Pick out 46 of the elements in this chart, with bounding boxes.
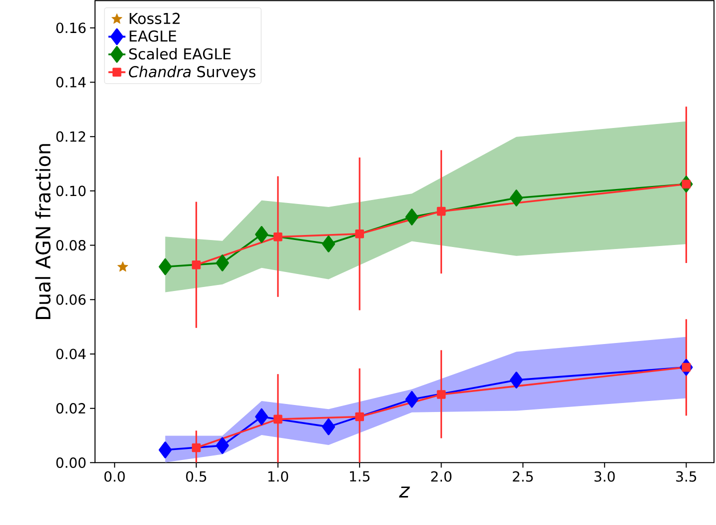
point <box>158 258 172 276</box>
y-tick-label: 0.12 <box>56 131 86 142</box>
y-tick-label: 0.02 <box>56 403 86 414</box>
y-tick-label: 0.16 <box>56 22 86 34</box>
point <box>682 362 691 372</box>
x-axis-title: z <box>399 486 410 498</box>
point <box>216 254 229 272</box>
point <box>355 412 364 422</box>
point <box>255 408 268 426</box>
point <box>322 418 336 436</box>
x-tick-label: 2.0 <box>431 471 452 482</box>
legend-label: Scaled EAGLE <box>129 48 231 60</box>
point <box>117 261 128 272</box>
point <box>216 437 229 454</box>
point <box>436 390 446 399</box>
point <box>192 260 201 270</box>
x-tick-label: 3.5 <box>676 471 696 482</box>
point <box>436 206 446 216</box>
x-tick-label: 1.5 <box>350 471 370 482</box>
y-tick-label: 0.14 <box>56 76 86 88</box>
point <box>158 442 172 458</box>
x-tick-label: 2.5 <box>512 471 533 482</box>
legend-label: Koss12 <box>130 12 180 24</box>
y-axis-title: Dual AGN fraction <box>35 144 51 320</box>
point <box>355 229 364 238</box>
x-tick-label: 0.0 <box>104 471 125 482</box>
x-tick-label: 0.5 <box>186 471 206 482</box>
point <box>322 236 336 252</box>
point <box>405 390 418 408</box>
legend-label: Chandra Surveys <box>128 66 256 80</box>
legend-label: EAGLE <box>130 30 176 42</box>
point <box>274 232 282 242</box>
point <box>510 190 523 206</box>
point <box>192 443 201 452</box>
y-tick-label: 0.06 <box>56 294 86 305</box>
y-tick-label: 0.10 <box>56 186 86 196</box>
x-tick-label: 1.0 <box>268 471 288 482</box>
point <box>255 226 268 243</box>
x-tick-label: 3.0 <box>594 471 615 482</box>
point <box>274 414 282 424</box>
point <box>682 180 691 189</box>
point <box>510 372 523 388</box>
y-tick-label: 0.00 <box>56 457 86 468</box>
point <box>405 208 418 226</box>
y-tick-label: 0.08 <box>56 240 86 251</box>
y-tick-label: 0.04 <box>56 348 86 360</box>
